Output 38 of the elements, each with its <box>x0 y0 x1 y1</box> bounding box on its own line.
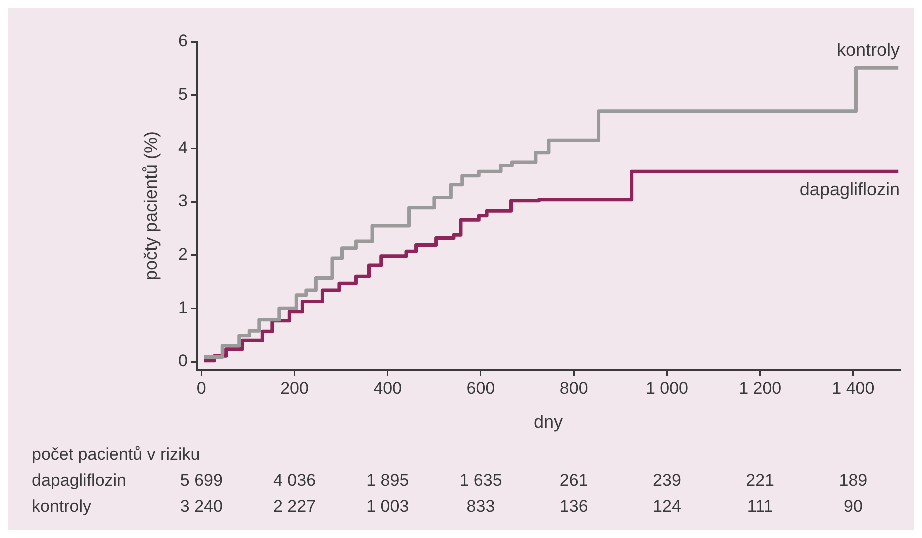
text: 4 036 <box>273 471 316 490</box>
text: kontroly <box>32 497 92 516</box>
text: 1 635 <box>460 471 502 490</box>
text: 111 <box>747 497 774 516</box>
text: počet pacientů v riziku <box>32 445 200 464</box>
text: 1 895 <box>366 471 410 490</box>
text: 3 240 <box>180 497 223 516</box>
text: 261 <box>560 471 588 490</box>
y-tick-label: 4 <box>178 138 188 158</box>
y-tick-label: 0 <box>178 352 188 371</box>
x-tick-label: 1 200 <box>739 378 782 398</box>
series-label: kontroly <box>836 40 900 60</box>
text: 221 <box>746 471 775 490</box>
text: 1 003 <box>366 497 410 516</box>
x-tick-label: 400 <box>374 378 402 398</box>
text: 189 <box>839 471 868 490</box>
y-tick-label: 6 <box>178 32 188 51</box>
text: 136 <box>560 497 588 516</box>
text: 90 <box>844 497 863 516</box>
y-tick-label: 2 <box>178 245 188 264</box>
x-tick-label: 600 <box>466 378 496 398</box>
x-axis-title: dny <box>534 412 564 432</box>
text: 5 699 <box>180 471 223 490</box>
y-tick-label: 5 <box>178 85 188 104</box>
series-label: dapagliflozin <box>800 180 900 200</box>
x-tick-label: 200 <box>280 378 309 398</box>
x-tick-label: 1 400 <box>832 378 875 398</box>
y-tick-label: 3 <box>178 192 188 211</box>
text: dapagliflozin <box>32 471 127 490</box>
text: 833 <box>466 497 496 516</box>
text: 124 <box>653 497 682 516</box>
text: 2 227 <box>273 497 316 516</box>
x-tick-label: 0 <box>196 378 206 398</box>
y-tick-label: 1 <box>178 298 188 318</box>
x-tick-label: 800 <box>560 378 588 398</box>
x-tick-label: 1 000 <box>646 378 688 398</box>
text: 239 <box>653 471 682 490</box>
y-axis-title: počty pacientů (%) <box>140 131 161 281</box>
